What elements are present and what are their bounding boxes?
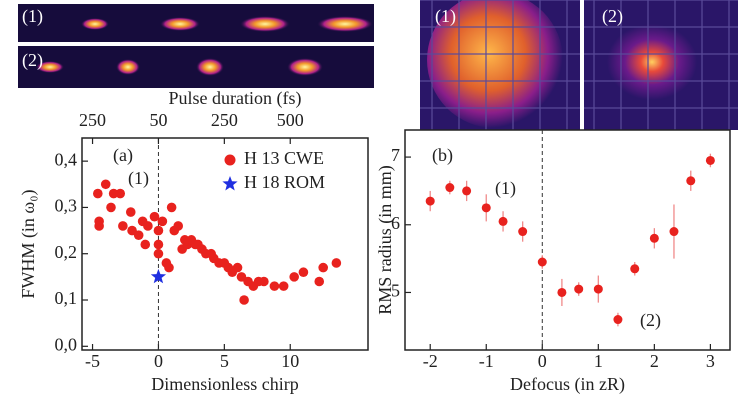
point [140, 239, 151, 250]
image-label: (2) [602, 6, 623, 27]
plot-frame [81, 137, 369, 351]
point [289, 272, 299, 282]
point [108, 188, 119, 199]
x-axis-label: Dimensionless chirp [151, 374, 298, 394]
y-tick-label: 0,2 [55, 242, 78, 262]
point [314, 276, 325, 287]
point [94, 221, 104, 231]
point [153, 248, 164, 259]
top-tick-label: 250 [211, 110, 238, 130]
point [106, 202, 116, 213]
x-tick-label: 10 [281, 351, 299, 371]
point [705, 155, 715, 165]
point [149, 211, 160, 222]
point [125, 207, 136, 217]
x-tick-label: -2 [423, 351, 438, 371]
point [669, 227, 679, 237]
point [613, 315, 623, 325]
point [232, 262, 243, 273]
point [481, 203, 491, 213]
x-tick-label: 0 [154, 351, 163, 371]
x-tick-label: -1 [479, 351, 494, 371]
y-tick-label: 0,4 [55, 149, 78, 169]
point [153, 225, 164, 236]
x-tick-label: 5 [220, 351, 229, 371]
point [150, 268, 167, 284]
top-tick-label: 50 [149, 110, 167, 130]
x-tick-label: 3 [706, 351, 715, 371]
point [239, 295, 249, 305]
point [269, 281, 280, 291]
top-tick-label: 250 [79, 110, 106, 130]
point [557, 287, 567, 297]
point [153, 239, 164, 250]
point [686, 176, 696, 186]
legend-label: H 18 ROM [244, 172, 325, 192]
point [445, 183, 455, 193]
point [462, 186, 472, 196]
image-label: (1) [22, 6, 43, 27]
y-tick-label: 0,3 [55, 196, 78, 216]
y-axis-label: RMS radius (in mm) [375, 165, 396, 315]
image-label: (2) [22, 50, 43, 71]
point [425, 196, 435, 206]
y-tick-label: 6 [391, 213, 400, 233]
top-axis-label: Pulse duration (fs) [169, 88, 302, 109]
annotation: (1) [128, 168, 149, 189]
point [278, 281, 289, 291]
y-tick-label: 0,0 [55, 334, 78, 354]
point [157, 216, 168, 227]
point [118, 221, 128, 231]
x-tick-label: 0 [538, 351, 547, 371]
point [166, 202, 177, 213]
point [115, 188, 126, 199]
top-tick-label: 500 [277, 110, 304, 130]
x-tick-label: -5 [85, 351, 100, 371]
legend-marker [222, 176, 238, 191]
point [259, 276, 269, 287]
point [100, 179, 111, 190]
point [498, 216, 508, 226]
point [574, 284, 584, 294]
plot-frame [404, 129, 731, 351]
point [318, 262, 328, 273]
point [93, 188, 103, 199]
point [593, 284, 603, 294]
point [630, 264, 640, 274]
image-strips [18, 0, 738, 130]
point [164, 262, 174, 273]
annotation: (2) [640, 310, 661, 331]
point [143, 221, 153, 231]
y-tick-label: 7 [391, 145, 400, 165]
panel-label: (b) [432, 145, 453, 166]
point [298, 267, 309, 278]
x-tick-label: 2 [650, 351, 659, 371]
point [537, 257, 547, 267]
point [518, 227, 528, 237]
image-label: (1) [435, 6, 456, 27]
point [173, 221, 184, 231]
y-tick-label: 5 [391, 281, 400, 301]
point [649, 233, 659, 243]
point [133, 230, 144, 241]
y-axis-label: FWHM (in ω₀) [18, 189, 39, 298]
x-tick-label: 1 [594, 351, 603, 371]
point [331, 258, 342, 268]
annotation: (1) [495, 178, 516, 199]
panel-label: (a) [113, 145, 133, 166]
legend-marker [224, 154, 236, 166]
y-tick-label: 0,1 [55, 288, 78, 308]
legend-label: H 13 CWE [244, 148, 324, 168]
x-axis-label: Defocus (in zR) [510, 374, 625, 395]
